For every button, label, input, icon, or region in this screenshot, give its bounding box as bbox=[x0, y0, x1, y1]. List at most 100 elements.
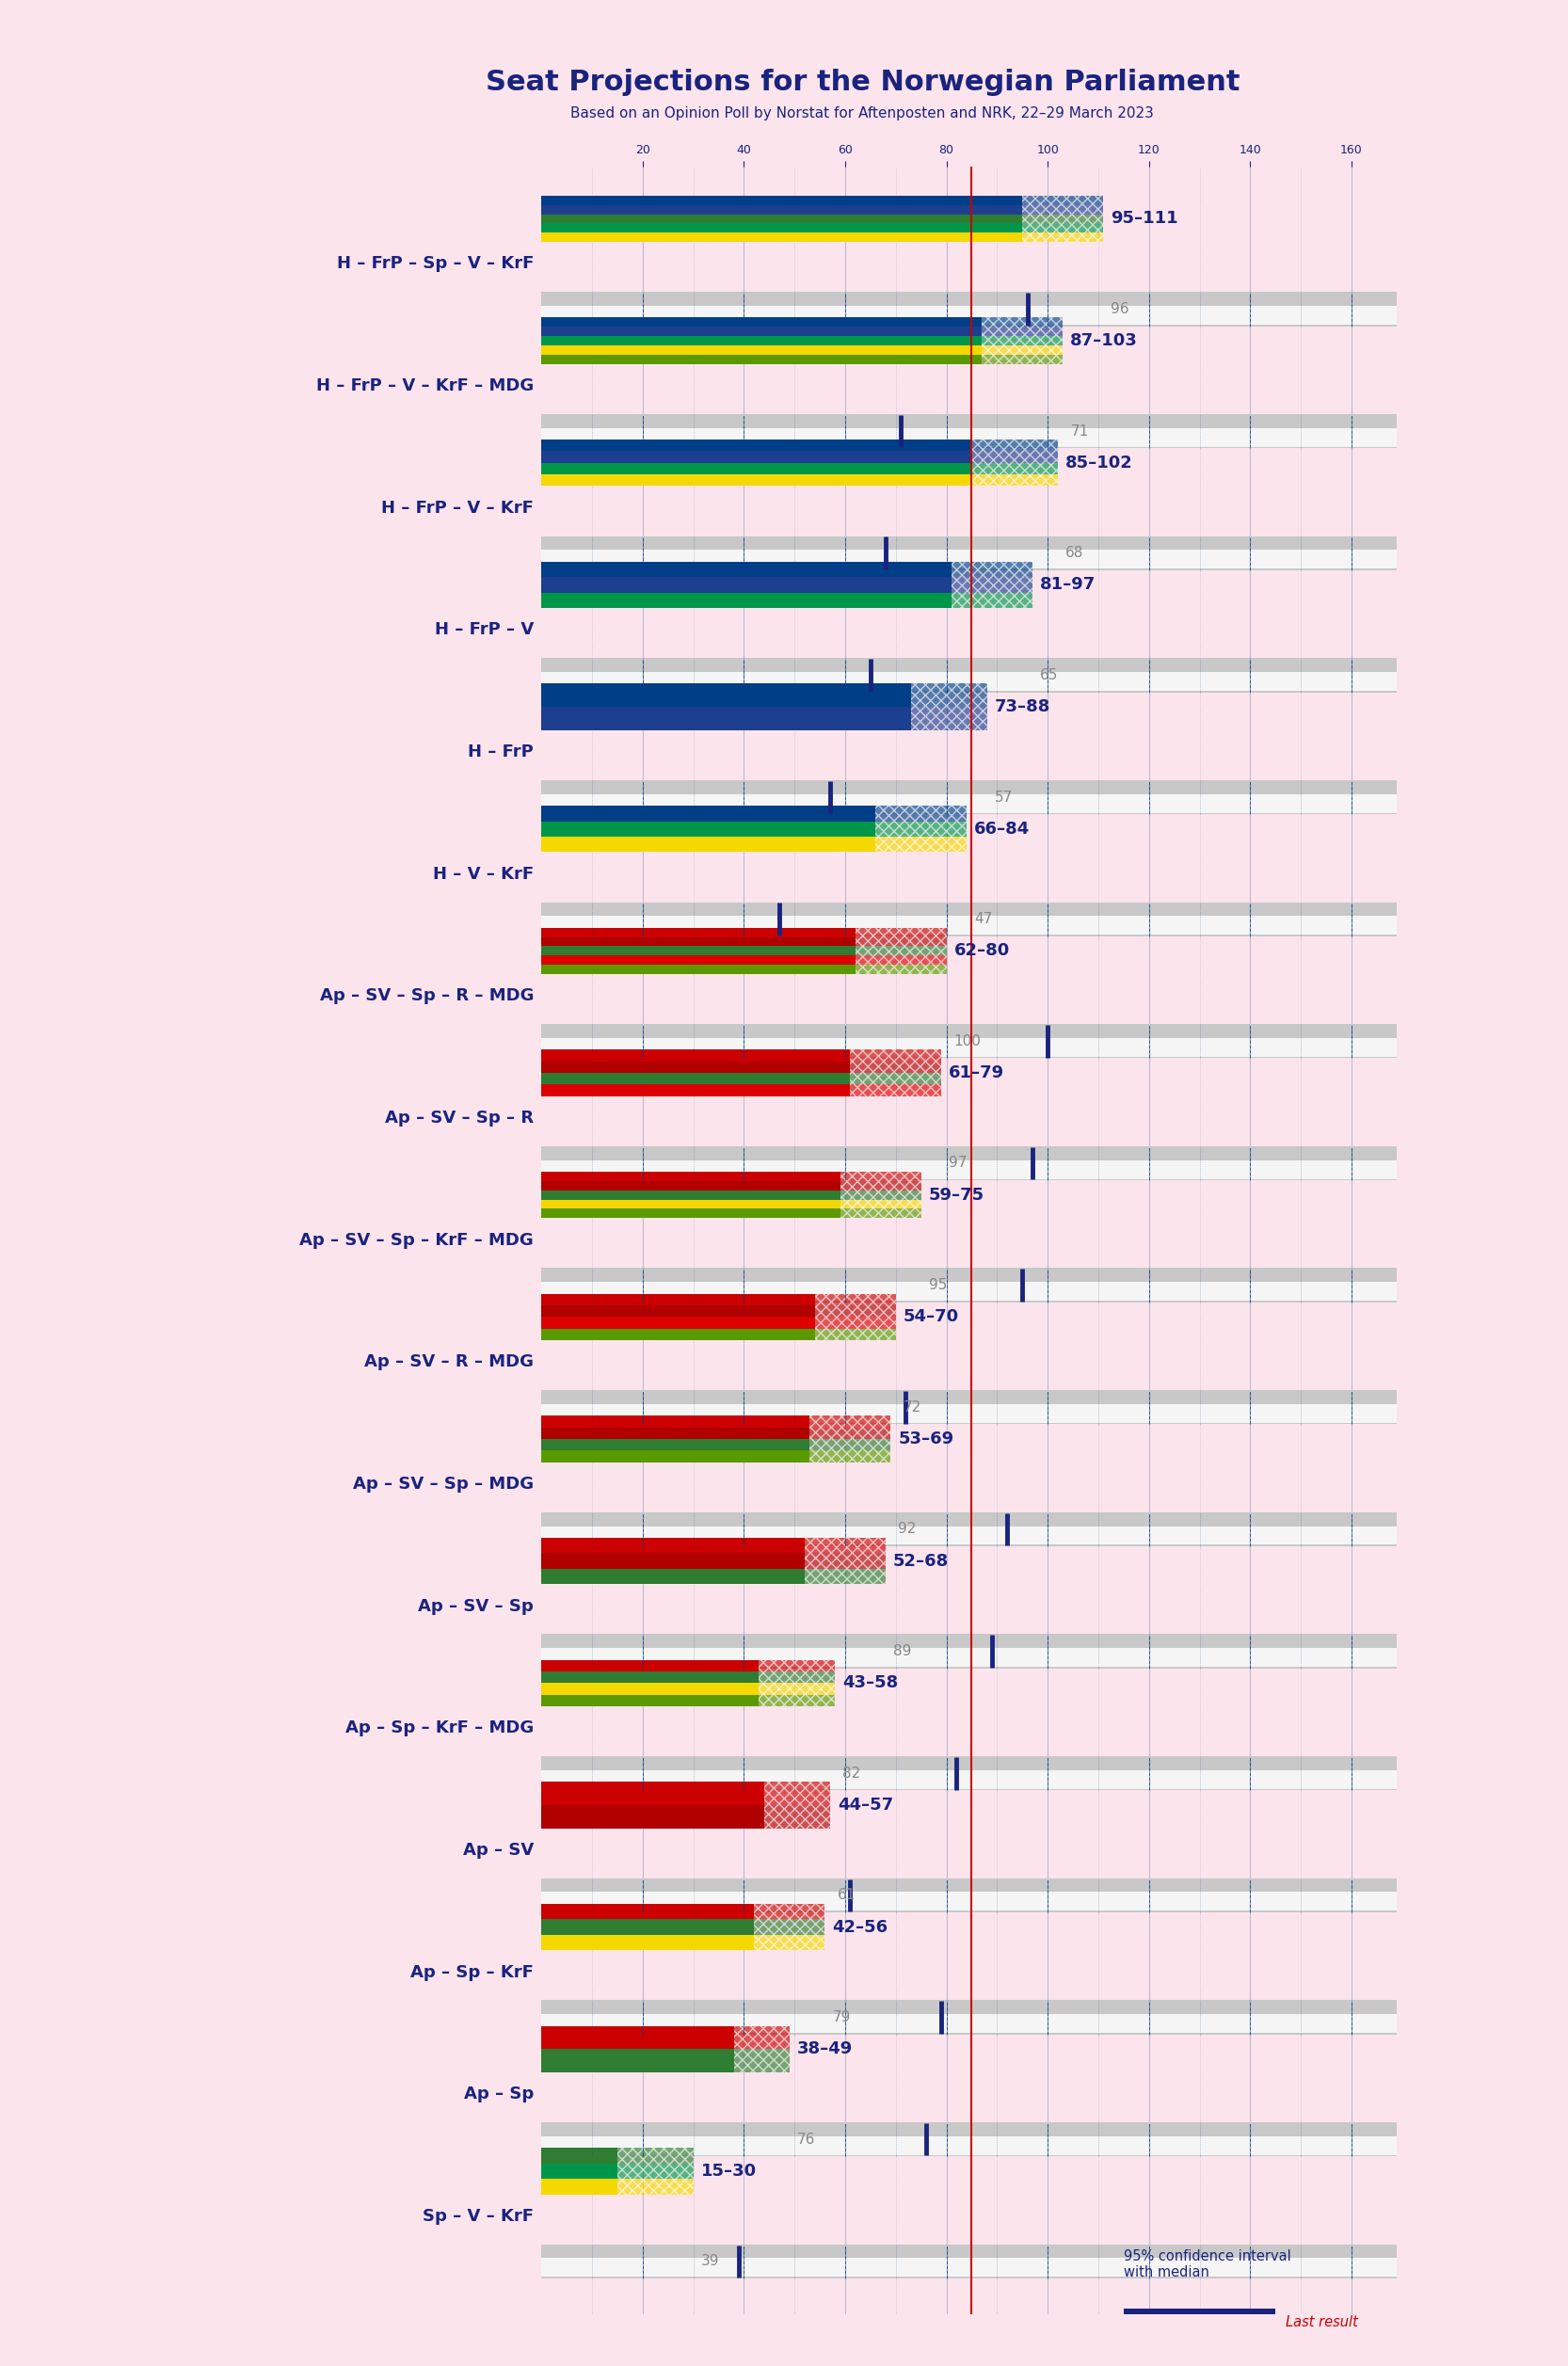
Bar bbox=[754, 1919, 825, 1935]
Text: 52–68: 52–68 bbox=[894, 1552, 949, 1569]
Bar bbox=[541, 1062, 850, 1072]
Bar bbox=[759, 1694, 836, 1706]
Bar bbox=[541, 1450, 809, 1462]
Text: H – FrP: H – FrP bbox=[467, 743, 533, 759]
Bar bbox=[541, 1782, 764, 1805]
Bar bbox=[855, 946, 947, 956]
Bar bbox=[541, 1051, 850, 1062]
Text: 95–111: 95–111 bbox=[1112, 211, 1179, 227]
Bar bbox=[809, 1439, 891, 1450]
Bar bbox=[815, 1294, 895, 1306]
Bar bbox=[541, 577, 952, 592]
Bar bbox=[850, 1084, 941, 1095]
Bar bbox=[541, 1661, 759, 1670]
Bar bbox=[541, 232, 1022, 241]
Bar bbox=[541, 2136, 1397, 2155]
Bar bbox=[541, 428, 1397, 447]
Bar bbox=[541, 2163, 618, 2179]
Bar bbox=[952, 592, 1032, 608]
Text: 57: 57 bbox=[994, 790, 1013, 804]
Bar bbox=[618, 2179, 693, 2193]
Bar bbox=[541, 317, 982, 327]
Bar bbox=[982, 345, 1063, 355]
Bar bbox=[541, 1682, 759, 1694]
Bar bbox=[875, 807, 966, 821]
Bar bbox=[541, 355, 982, 364]
Bar bbox=[855, 927, 947, 937]
Bar bbox=[1022, 213, 1104, 222]
Bar bbox=[541, 2257, 1397, 2276]
Bar bbox=[541, 1084, 850, 1095]
Bar bbox=[541, 476, 972, 485]
Bar bbox=[855, 965, 947, 975]
Bar bbox=[982, 327, 1063, 336]
Text: 95% confidence interval
with median: 95% confidence interval with median bbox=[1124, 2250, 1290, 2281]
Bar bbox=[809, 1415, 891, 1427]
Text: Ap – SV – Sp – R: Ap – SV – Sp – R bbox=[384, 1110, 533, 1126]
Text: 87–103: 87–103 bbox=[1071, 331, 1138, 350]
Bar bbox=[972, 440, 1058, 452]
Bar bbox=[972, 476, 1058, 485]
Text: 82: 82 bbox=[842, 1767, 861, 1779]
Bar bbox=[850, 1072, 941, 1084]
Bar bbox=[840, 1171, 920, 1181]
Bar bbox=[840, 1181, 920, 1190]
Bar bbox=[875, 838, 966, 852]
Text: Ap – Sp: Ap – Sp bbox=[464, 2087, 533, 2103]
Bar bbox=[541, 196, 1022, 206]
Bar bbox=[541, 1403, 1397, 1422]
Bar bbox=[618, 2163, 693, 2179]
Bar bbox=[911, 707, 986, 731]
Text: 79: 79 bbox=[833, 2011, 851, 2025]
Bar bbox=[541, 927, 855, 937]
Bar bbox=[754, 1905, 825, 1919]
Bar bbox=[815, 1318, 895, 1330]
Text: Seat Projections for the Norwegian Parliament: Seat Projections for the Norwegian Parli… bbox=[485, 69, 1240, 97]
Bar bbox=[541, 561, 952, 577]
Text: 68: 68 bbox=[1065, 547, 1083, 561]
Bar bbox=[541, 821, 875, 838]
Text: 66–84: 66–84 bbox=[974, 821, 1030, 838]
Bar bbox=[541, 1756, 1397, 1791]
Bar bbox=[541, 345, 982, 355]
Bar bbox=[541, 452, 972, 464]
Bar bbox=[541, 1770, 1397, 1789]
Bar bbox=[541, 956, 855, 965]
Bar bbox=[759, 1682, 836, 1694]
Text: 72: 72 bbox=[903, 1401, 922, 1415]
Text: 53–69: 53–69 bbox=[898, 1431, 953, 1448]
Text: Ap – SV – Sp – R – MDG: Ap – SV – Sp – R – MDG bbox=[320, 987, 533, 1006]
Bar bbox=[541, 658, 1397, 693]
Text: 15–30: 15–30 bbox=[701, 2163, 756, 2179]
Bar bbox=[541, 1649, 1397, 1668]
Text: 73–88: 73–88 bbox=[994, 698, 1051, 715]
Bar bbox=[541, 1694, 759, 1706]
Bar bbox=[541, 684, 911, 707]
Bar bbox=[541, 1999, 1397, 2035]
Bar bbox=[541, 1439, 809, 1450]
Bar bbox=[541, 1415, 809, 1427]
Bar bbox=[952, 561, 1032, 577]
Bar bbox=[840, 1190, 920, 1200]
Bar bbox=[541, 1318, 815, 1330]
Bar bbox=[541, 901, 1397, 937]
Bar bbox=[1022, 206, 1104, 213]
Bar bbox=[541, 1024, 1397, 1058]
Bar bbox=[541, 2049, 734, 2073]
Text: Based on an Opinion Poll by Norstat for Aftenposten and NRK, 22–29 March 2023: Based on an Opinion Poll by Norstat for … bbox=[571, 106, 1154, 121]
Bar bbox=[541, 672, 1397, 691]
Text: 71: 71 bbox=[1071, 424, 1088, 438]
Bar bbox=[541, 1330, 815, 1339]
Bar bbox=[541, 336, 982, 345]
Text: 100: 100 bbox=[953, 1034, 982, 1048]
Bar bbox=[1022, 232, 1104, 241]
Bar bbox=[541, 1209, 840, 1218]
Bar bbox=[541, 592, 952, 608]
Bar bbox=[541, 1039, 1397, 1058]
Bar bbox=[541, 2179, 618, 2193]
Text: 89: 89 bbox=[894, 1644, 911, 1659]
Bar bbox=[541, 1391, 1397, 1424]
Bar bbox=[1124, 2309, 1275, 2335]
Bar bbox=[541, 537, 1397, 570]
Bar bbox=[541, 1893, 1397, 1912]
